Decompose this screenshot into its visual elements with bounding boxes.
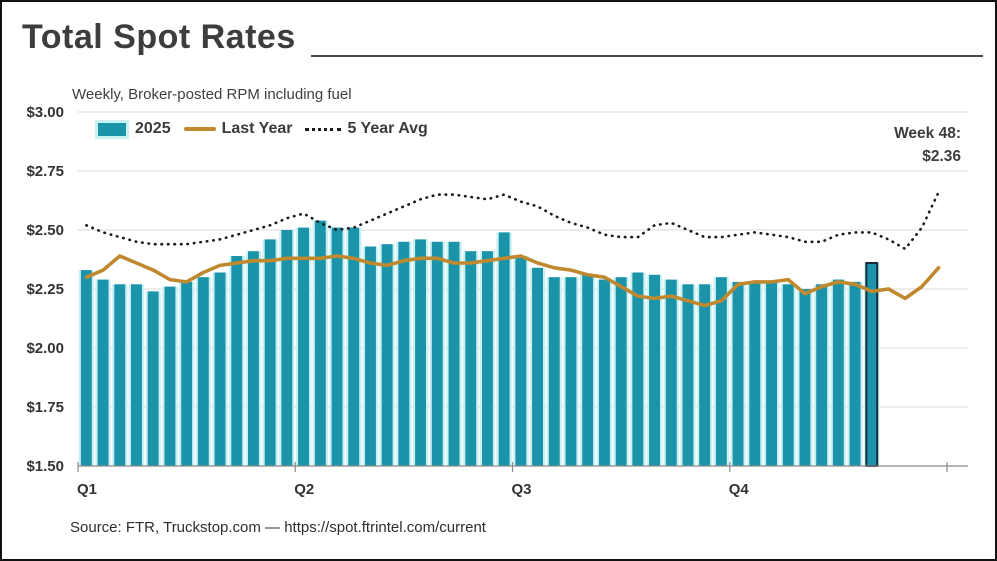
bar-week-6[interactable] <box>164 286 176 466</box>
bar-week-2[interactable] <box>97 279 109 466</box>
bar-week-41[interactable] <box>749 281 761 466</box>
bar-week-33[interactable] <box>615 277 627 466</box>
bar-week-8[interactable] <box>197 277 209 466</box>
bar-week-34[interactable] <box>632 272 644 467</box>
bar-week-43[interactable] <box>782 284 794 466</box>
y-axis-tick-label: $3.00 <box>26 104 64 121</box>
bar-week-45[interactable] <box>816 284 828 466</box>
bar-week-5[interactable] <box>147 291 159 466</box>
bar-week-26[interactable] <box>498 232 510 466</box>
legend-label: Last Year <box>221 120 293 137</box>
y-axis-tick-label: $1.75 <box>26 399 64 416</box>
bar-week-48-highlighted[interactable] <box>865 262 879 467</box>
x-axis-tick-label: Q3 <box>512 481 532 498</box>
bar-week-3[interactable] <box>114 284 126 466</box>
bar-week-46[interactable] <box>832 279 844 466</box>
bar-week-28[interactable] <box>532 267 543 466</box>
source-note: Source: FTR, Truckstop.com — https://spo… <box>70 519 486 536</box>
bar-week-22[interactable] <box>431 241 443 466</box>
bar-week-14[interactable] <box>298 227 309 466</box>
last-year-line <box>84 254 941 308</box>
bar-week-1[interactable] <box>80 270 92 466</box>
bar-week-12[interactable] <box>264 239 276 466</box>
bar-week-27[interactable] <box>515 256 527 466</box>
dotted-line-swatch-icon <box>305 127 342 131</box>
bar-week-21[interactable] <box>415 239 426 466</box>
bar-week-29[interactable] <box>548 277 560 466</box>
bar-week-44[interactable] <box>799 289 811 466</box>
bar-week-9[interactable] <box>214 272 226 467</box>
bar-week-30[interactable] <box>565 277 577 466</box>
legend-item-2025[interactable]: 2025 <box>95 120 171 138</box>
bar-week-18[interactable] <box>365 246 376 467</box>
bar-week-19[interactable] <box>381 244 393 466</box>
bar-week-23[interactable] <box>448 241 460 466</box>
y-axis-tick-label: $2.00 <box>26 340 64 357</box>
bar-week-13[interactable] <box>281 230 293 466</box>
bar-week-4[interactable] <box>131 284 142 466</box>
legend-label: 5 Year Avg <box>347 120 428 137</box>
callout-week: Week 48: <box>894 125 961 142</box>
bar-week-35[interactable] <box>649 274 660 466</box>
y-axis-tick-label: $2.25 <box>26 281 64 298</box>
bar-week-25[interactable] <box>482 251 493 466</box>
legend-item-last-year[interactable]: Last Year <box>183 120 293 138</box>
bar-week-10[interactable] <box>231 256 243 466</box>
chart-subtitle: Weekly, Broker-posted RPM including fuel <box>72 86 352 103</box>
legend-item-5-year-avg[interactable]: 5 Year Avg <box>305 120 428 138</box>
title-underline <box>311 55 983 57</box>
legend-label: 2025 <box>135 120 171 137</box>
y-axis-tick-label: $1.50 <box>26 458 64 475</box>
bar-week-37[interactable] <box>682 284 694 466</box>
bar-week-32[interactable] <box>599 279 610 466</box>
bar-week-7[interactable] <box>181 281 193 466</box>
week-48-callout: Week 48: $2.36 <box>894 122 961 168</box>
bar-week-38[interactable] <box>699 284 711 466</box>
bar-week-17[interactable] <box>348 227 360 466</box>
chart-legend: 2025 Last Year 5 Year Avg <box>95 120 428 138</box>
bar-week-42[interactable] <box>766 281 777 466</box>
bar-week-24[interactable] <box>465 251 477 466</box>
bar-week-47[interactable] <box>849 281 861 466</box>
bar-week-16[interactable] <box>331 227 343 466</box>
line-swatch-icon <box>183 127 216 131</box>
five-year-avg-line <box>85 190 940 251</box>
y-axis-tick-label: $2.75 <box>26 163 64 180</box>
bar-week-31[interactable] <box>582 274 594 466</box>
bar-week-11[interactable] <box>248 251 259 466</box>
x-axis-tick-label: Q4 <box>729 481 750 498</box>
bar-week-39[interactable] <box>715 277 727 466</box>
bar-week-15[interactable] <box>314 220 326 466</box>
page-title: Total Spot Rates <box>22 18 296 56</box>
bar-week-36[interactable] <box>665 279 677 466</box>
callout-value: $2.36 <box>922 148 961 165</box>
bar-week-20[interactable] <box>398 241 410 466</box>
bar-week-40[interactable] <box>732 281 744 466</box>
y-axis-tick-label: $2.50 <box>26 222 64 239</box>
x-axis-tick-label: Q2 <box>294 481 314 498</box>
bar-swatch-icon <box>98 122 126 136</box>
x-axis-tick-label: Q1 <box>77 481 97 498</box>
